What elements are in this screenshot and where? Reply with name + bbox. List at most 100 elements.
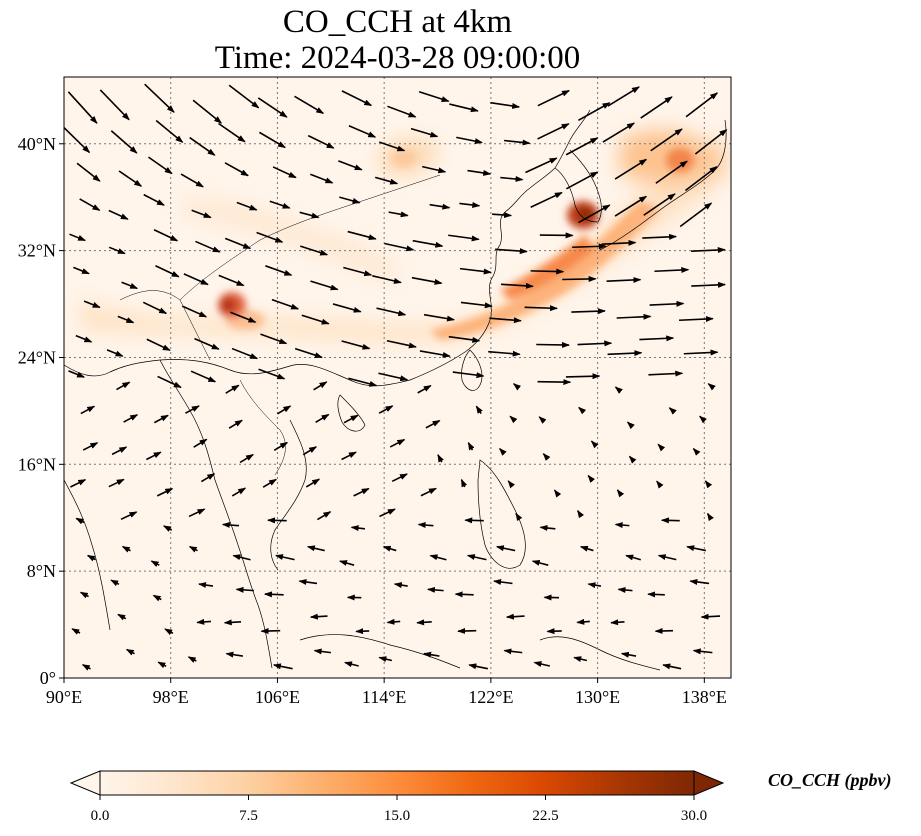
wind-arrow <box>694 129 728 155</box>
wind-arrow <box>121 281 139 290</box>
wind-arrow <box>507 480 515 489</box>
wind-arrow <box>191 209 212 219</box>
wind-arrow <box>232 554 251 561</box>
colorbar: 0.0 7.5 15.0 22.5 30.0 <box>69 770 725 824</box>
lon-tick-label-3: 114°E <box>362 687 407 707</box>
wind-arrow <box>228 84 260 109</box>
wind-arrow <box>185 405 200 414</box>
wind-arrow <box>75 334 93 343</box>
wind-arrow <box>196 618 212 625</box>
wind-arrow <box>343 414 359 424</box>
wind-arrow <box>302 446 318 456</box>
south-china-coast <box>64 244 501 387</box>
wind-arrow <box>468 663 489 670</box>
wind-arrow <box>164 628 174 636</box>
wind-arrow <box>76 162 101 182</box>
wind-arrow <box>668 407 677 415</box>
wind-arrow <box>467 441 475 451</box>
wind-vectors <box>64 83 728 671</box>
wind-arrow <box>309 613 328 620</box>
lat-tick-label-5: 40°N <box>18 134 56 154</box>
wind-arrow <box>537 89 570 107</box>
wind-arrow <box>157 375 182 389</box>
wind-arrow <box>647 591 665 598</box>
wind-arrow <box>235 586 255 593</box>
wind-arrow <box>195 240 221 253</box>
wind-arrow <box>118 170 143 187</box>
wind-arrow <box>389 438 406 448</box>
wind-arrow <box>411 276 443 285</box>
new-guinea-coast <box>539 636 661 671</box>
colorbar-bar <box>99 770 695 796</box>
wind-arrow <box>587 582 602 589</box>
philippines-coast <box>477 459 526 569</box>
wind-arrow <box>536 341 570 348</box>
wind-arrow <box>387 105 417 118</box>
wind-arrow <box>410 127 439 138</box>
wind-arrow <box>692 648 713 655</box>
wind-arrow <box>685 92 719 118</box>
wind-arrow <box>341 451 357 461</box>
wind-arrow <box>686 545 707 552</box>
wind-arrow <box>386 618 401 625</box>
wind-arrow <box>108 209 129 220</box>
wind-arrow <box>656 480 664 489</box>
wind-arrow <box>143 193 165 206</box>
wind-arrow <box>310 280 339 291</box>
wind-arrow <box>684 166 718 192</box>
map-title: CO_CCH at 4km <box>282 4 513 40</box>
wind-arrow <box>391 473 408 483</box>
lon-tick-label-2: 106°E <box>255 687 300 707</box>
wind-arrow <box>272 663 293 670</box>
latitude-ticks: 0° 8°N 16°N 24°N 32°N 40°N <box>18 134 64 688</box>
wind-arrow <box>571 308 606 315</box>
lat-tick-label-3: 24°N <box>18 347 56 367</box>
inland-border-1 <box>179 174 441 301</box>
wind-arrow <box>642 233 678 240</box>
wind-arrow <box>691 281 727 288</box>
wind-arrow <box>626 421 635 430</box>
wind-arrow <box>221 522 240 528</box>
wind-arrow <box>466 554 487 561</box>
wind-arrow <box>348 377 378 387</box>
wind-arrow <box>305 478 321 488</box>
plot-frame <box>63 76 732 679</box>
wind-arrow <box>662 663 682 670</box>
longitude-ticks: 90°E 98°E 106°E 114°E 122°E 130°E 138°E <box>46 678 727 707</box>
wind-arrow <box>576 618 590 625</box>
wind-arrow <box>231 347 259 360</box>
wind-arrow <box>393 582 408 589</box>
wind-arrow <box>300 245 329 256</box>
wind-arrow <box>259 131 286 149</box>
lon-tick-label-6: 138°E <box>682 687 727 707</box>
wind-arrow <box>341 90 373 107</box>
wind-arrow <box>198 582 214 589</box>
wind-arrow <box>419 350 451 358</box>
wind-arrow <box>273 441 289 452</box>
wind-arrow <box>418 91 450 102</box>
wind-arrow <box>376 307 407 317</box>
graticule <box>64 77 731 678</box>
lat-tick-label-4: 32°N <box>18 241 56 261</box>
wind-arrow <box>650 128 683 152</box>
wind-arrow <box>565 137 599 156</box>
wind-arrow <box>426 586 444 593</box>
wind-arrow <box>99 89 130 121</box>
wind-arrow <box>706 512 714 522</box>
wind-arrow <box>386 339 417 349</box>
wind-arrow <box>83 300 101 309</box>
wind-arrow <box>509 415 518 424</box>
wind-arrow <box>707 383 716 391</box>
wind-arrow <box>617 586 633 593</box>
wind-arrow <box>69 233 87 242</box>
wind-arrow <box>515 512 523 522</box>
lon-tick-label-4: 122°E <box>468 687 513 707</box>
wind-arrow <box>700 613 721 620</box>
wind-arrow <box>452 371 485 379</box>
wind-arrow <box>388 211 409 218</box>
wind-arrow <box>539 525 556 531</box>
wind-arrow <box>142 301 168 315</box>
taiwan-coast <box>461 349 483 391</box>
concentration-field <box>64 77 731 678</box>
wind-arrow <box>607 350 643 357</box>
